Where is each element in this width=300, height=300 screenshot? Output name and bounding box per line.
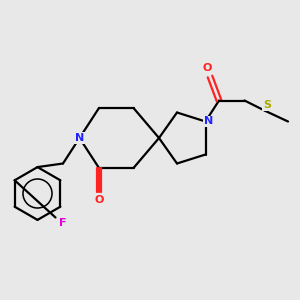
Text: N: N [75,133,84,143]
Text: F: F [59,218,67,228]
Text: S: S [263,100,271,110]
Text: N: N [204,116,213,127]
Text: O: O [202,63,212,73]
Text: O: O [94,195,104,206]
